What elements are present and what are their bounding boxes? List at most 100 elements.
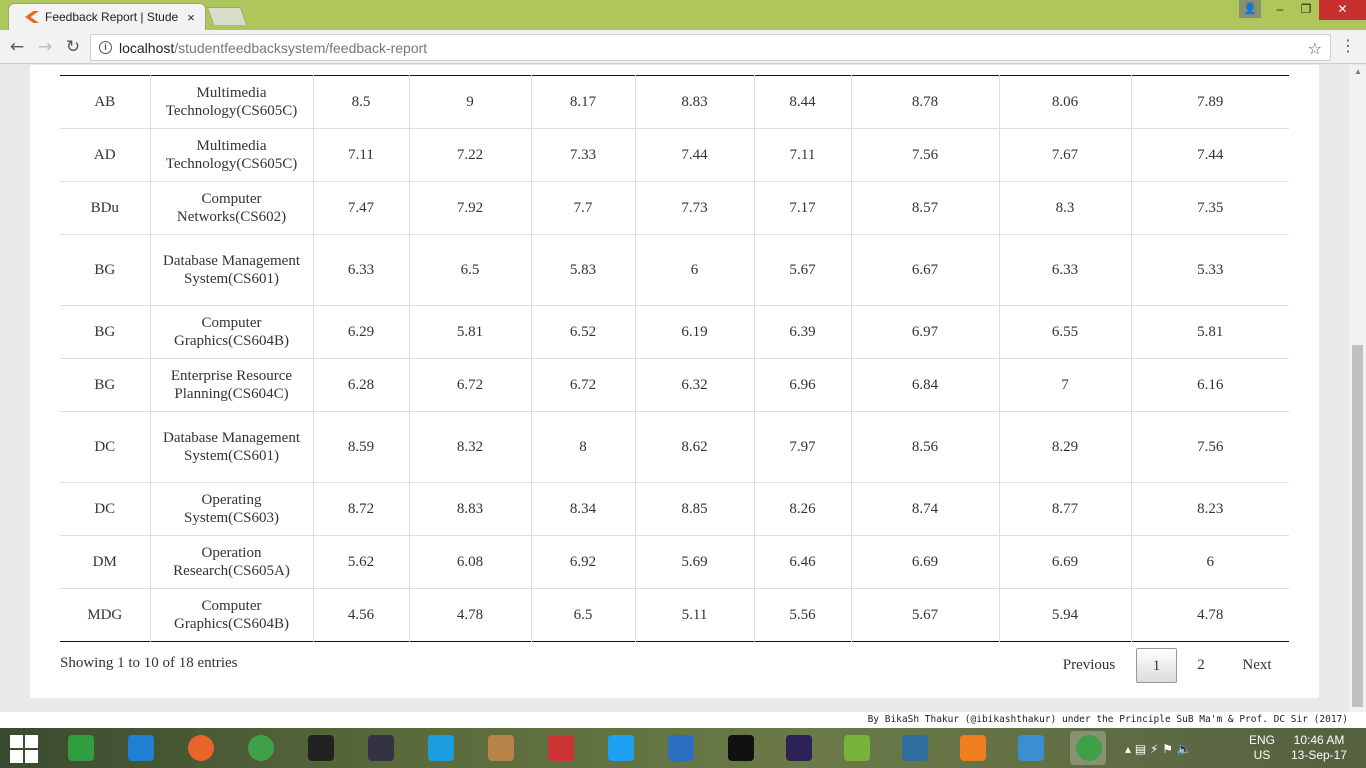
url-host: localhost xyxy=(119,39,175,56)
page-2-button[interactable]: 2 xyxy=(1197,657,1205,673)
xampp-taskbar-button[interactable] xyxy=(954,731,990,765)
menu-icon[interactable]: ⋮ xyxy=(1340,36,1356,55)
score-cell: 8.57 xyxy=(850,181,999,235)
app-taskbar-button[interactable] xyxy=(302,731,338,765)
score-cell: 8.17 xyxy=(530,75,635,129)
minimize-button[interactable]: – xyxy=(1276,2,1284,16)
back-icon[interactable]: ← xyxy=(9,37,25,57)
next-page-button[interactable]: Next xyxy=(1242,657,1272,673)
tab-close-icon[interactable]: × xyxy=(187,9,195,25)
scrollbar-thumb[interactable] xyxy=(1352,345,1363,707)
score-cell: 8.23 xyxy=(1130,482,1289,536)
info-icon[interactable]: i xyxy=(99,41,112,54)
app-icon xyxy=(368,735,394,761)
previous-page-button[interactable]: Previous xyxy=(1062,657,1116,673)
mysql-icon xyxy=(902,735,928,761)
chrome-taskbar-button[interactable] xyxy=(1070,731,1106,765)
score-cell: 6.69 xyxy=(850,535,999,589)
score-cell: 8.62 xyxy=(634,411,754,483)
file-explorer-taskbar-button[interactable] xyxy=(62,731,98,765)
user-icon[interactable]: 👤 xyxy=(1239,0,1261,18)
score-cell: 8.85 xyxy=(634,482,754,536)
score-cell: 8.06 xyxy=(998,75,1131,129)
language-code: ENG xyxy=(1248,733,1275,747)
app-icon xyxy=(548,735,574,761)
region-code: US xyxy=(1253,748,1271,762)
chrome-icon xyxy=(1076,735,1102,761)
score-cell: 8.3 xyxy=(998,181,1131,235)
subject-cell: Database Management System(CS601) xyxy=(149,234,313,306)
close-window-button[interactable]: ✕ xyxy=(1319,0,1366,20)
score-cell: 7.7 xyxy=(530,181,635,235)
app-taskbar-button[interactable] xyxy=(362,731,398,765)
table-body: AB Multimedia Technology(CS605C) 8.5 9 8.17 8… xyxy=(60,75,1289,642)
eclipse-taskbar-button[interactable] xyxy=(780,731,816,765)
scroll-up-icon[interactable]: ▲ xyxy=(1354,67,1362,76)
score-cell: 4.78 xyxy=(408,588,531,642)
page-1-button[interactable]: 1 xyxy=(1136,648,1177,683)
score-cell: 6 xyxy=(634,234,754,306)
tab-title: Feedback Report | Stude xyxy=(45,10,179,24)
firefox-taskbar-button[interactable] xyxy=(182,731,218,765)
app-icon xyxy=(308,735,334,761)
system-tray[interactable]: ▴ ▤ ⚡ ⚑ 🔈 xyxy=(1125,742,1192,756)
firefox-icon xyxy=(188,735,214,761)
twitter-taskbar-button[interactable] xyxy=(602,731,638,765)
new-tab-button[interactable] xyxy=(206,7,248,25)
eclipse-icon xyxy=(786,735,812,761)
language-indicator[interactable]: ENG US xyxy=(1248,733,1276,763)
clock[interactable]: 10:46 AM 13-Sep-17 xyxy=(1288,733,1350,763)
twitter-icon xyxy=(608,735,634,761)
score-cell: 7.73 xyxy=(634,181,754,235)
intellij-taskbar-button[interactable] xyxy=(722,731,758,765)
score-cell: 7.11 xyxy=(312,128,409,182)
visual-studio-taskbar-button[interactable] xyxy=(662,731,698,765)
app-taskbar-button[interactable] xyxy=(542,731,578,765)
score-cell: 7.22 xyxy=(408,128,531,182)
browser-tab[interactable]: Feedback Report | Stude × xyxy=(8,3,206,30)
teacher-cell: AB xyxy=(94,94,116,110)
score-cell: 7.56 xyxy=(850,128,999,182)
score-cell: 5.81 xyxy=(408,305,531,359)
windows-start-icon[interactable] xyxy=(8,733,40,763)
score-cell: 6.84 xyxy=(850,358,999,412)
teacher-cell: AD xyxy=(60,128,150,182)
star-icon[interactable]: ☆ xyxy=(1307,39,1322,58)
score-cell: 7.97 xyxy=(753,411,851,483)
table-row: BDu Computer Networks(CS602) 7.47 7.92 7.7 7.… xyxy=(60,181,1289,235)
table-row: AD Multimedia Technology(CS605C) 7.11 7.22 7… xyxy=(60,128,1289,182)
teacher-cell: BDu xyxy=(60,181,150,235)
score-cell: 6.5 xyxy=(408,234,531,306)
score-cell: 6.69 xyxy=(998,535,1131,589)
reload-icon[interactable]: ↻ xyxy=(65,37,81,57)
address-bar[interactable]: i localhost/studentfeedbacksystem/feedba… xyxy=(90,34,1331,61)
score-cell: 7.89 xyxy=(1130,75,1289,129)
score-cell: 5.11 xyxy=(634,588,754,642)
app-taskbar-button[interactable] xyxy=(1012,731,1048,765)
mysql-taskbar-button[interactable] xyxy=(896,731,932,765)
maximize-button[interactable]: ❐ xyxy=(1300,2,1312,16)
internet-explorer-icon xyxy=(128,735,154,761)
app-icon xyxy=(488,735,514,761)
score-cell: 5.69 xyxy=(634,535,754,589)
forward-icon[interactable]: → xyxy=(37,37,53,57)
skype-taskbar-button[interactable] xyxy=(422,731,458,765)
table-row: MDG Computer Graphics(CS604B) 4.56 4.78 6.5 5… xyxy=(60,588,1289,642)
feedback-report-table: AB Multimedia Technology(CS605C) 8.5 9 8.17 8… xyxy=(60,75,1289,642)
notepad-icon xyxy=(844,735,870,761)
app-taskbar-button[interactable] xyxy=(482,731,518,765)
score-cell: 8.34 xyxy=(530,482,635,536)
chrome-taskbar-button[interactable] xyxy=(242,731,278,765)
internet-explorer-taskbar-button[interactable] xyxy=(122,731,158,765)
score-cell: 6.52 xyxy=(530,305,635,359)
score-cell: 6.16 xyxy=(1130,358,1289,412)
score-cell: 4.78 xyxy=(1130,588,1289,642)
score-cell: 6.46 xyxy=(753,535,851,589)
score-cell: 8.32 xyxy=(408,411,531,483)
notepad-taskbar-button[interactable] xyxy=(838,731,874,765)
table-row: AB Multimedia Technology(CS605C) 8.5 9 8.17 8… xyxy=(60,75,1289,129)
score-cell: 7.92 xyxy=(408,181,531,235)
score-cell: 4.56 xyxy=(312,588,409,642)
table-row: BG Database Management System(CS601) 6.33 6… xyxy=(60,234,1289,306)
score-cell: 8 xyxy=(530,411,635,483)
